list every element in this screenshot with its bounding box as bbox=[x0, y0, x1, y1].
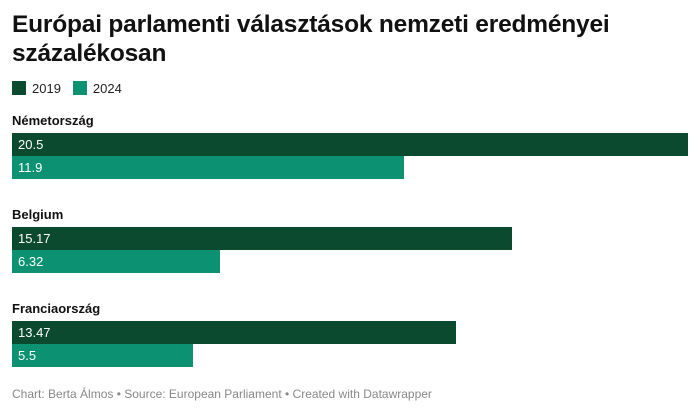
legend: 2019 2024 bbox=[12, 79, 122, 97]
legend-item-2024: 2024 bbox=[72, 80, 122, 96]
bar-2024: 5.5 bbox=[12, 344, 193, 367]
legend-label-2019: 2019 bbox=[32, 80, 61, 96]
category-label: Németország bbox=[12, 113, 94, 128]
legend-label-2024: 2024 bbox=[92, 80, 122, 96]
bar-2024: 11.9 bbox=[12, 156, 404, 179]
bar-value-label: 11.9 bbox=[18, 160, 43, 175]
bar-value-label: 6.32 bbox=[18, 254, 44, 269]
bar-2019: 13.47 bbox=[12, 321, 456, 344]
category-label: Belgium bbox=[12, 207, 64, 222]
bar-value-label: 13.47 bbox=[18, 325, 51, 340]
legend-swatch-2024 bbox=[72, 81, 87, 95]
bar-value-label: 15.17 bbox=[18, 231, 51, 246]
bar-2019: 20.5 bbox=[12, 133, 688, 156]
category-label: Franciaország bbox=[12, 301, 101, 316]
bar-value-label: 5.5 bbox=[18, 348, 37, 363]
bar-2024: 6.32 bbox=[12, 250, 220, 273]
bar-value-label: 20.5 bbox=[18, 137, 44, 152]
chart-title: Európai parlamenti választások nemzeti e… bbox=[12, 11, 610, 67]
legend-item-2019: 2019 bbox=[12, 81, 61, 96]
chart-footer: Chart: Berta Álmos • Source: European Pa… bbox=[12, 387, 432, 401]
bar-2019: 15.17 bbox=[12, 227, 512, 250]
legend-swatch-2019 bbox=[12, 81, 26, 95]
